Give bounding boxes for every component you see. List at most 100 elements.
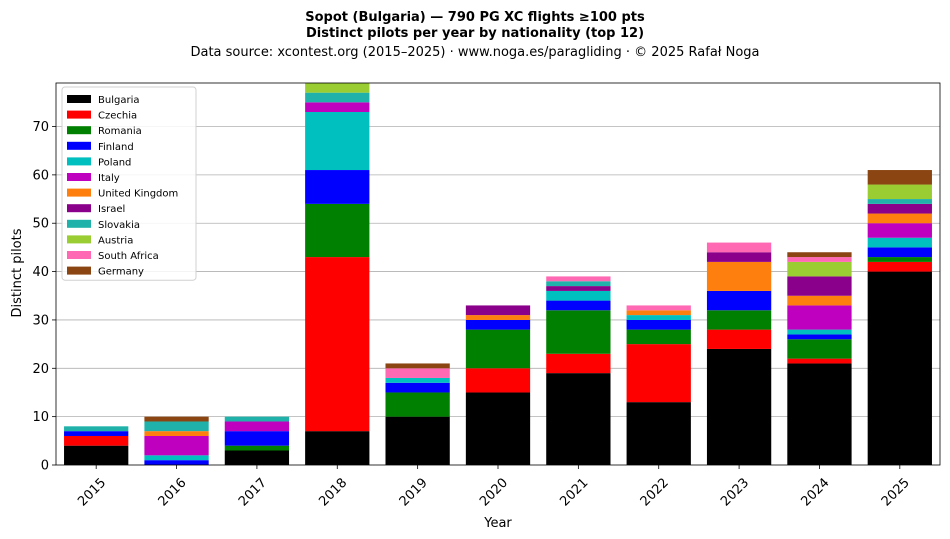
chart-subtitle: Data source: xcontest.org (2015–2025) · … (190, 45, 759, 60)
bar-segment (224, 431, 290, 446)
bar-segment (787, 257, 852, 262)
bar-segment (385, 392, 450, 417)
bar-segment (706, 310, 772, 330)
bar-segment (867, 170, 932, 185)
bar-segment (706, 252, 772, 262)
y-tick-label: 20 (32, 362, 49, 377)
legend-entry: Czechia (98, 111, 137, 122)
legend-swatch (67, 126, 91, 135)
bar-segment (626, 305, 691, 311)
bar-segment (224, 416, 290, 422)
legend-swatch (67, 110, 91, 119)
bar-segment (706, 329, 772, 349)
legend-swatch (67, 141, 91, 150)
bar-segment (787, 305, 852, 330)
legend-entry: Slovakia (98, 220, 140, 231)
x-tick-label: 2016 (156, 475, 190, 509)
bar-segment (385, 416, 450, 465)
legend-entry: Bulgaria (98, 95, 139, 106)
bar-segment (144, 460, 209, 465)
bar-segment (465, 329, 531, 369)
bar-segment (867, 237, 932, 248)
legend-swatch (67, 95, 91, 103)
legend-swatch (67, 188, 91, 197)
legend-swatch (67, 173, 91, 181)
bar-segment (787, 334, 852, 340)
bar-segment (144, 416, 209, 422)
bar-segment (867, 257, 932, 262)
y-tick-label: 50 (32, 217, 49, 232)
bar-segment (626, 310, 691, 316)
bar-segment (465, 315, 531, 320)
bar-segment (144, 431, 209, 436)
legend-swatch (67, 204, 91, 213)
bar-segment (546, 373, 611, 465)
legend-swatch (67, 266, 91, 275)
bar-segment (626, 344, 691, 403)
y-tick-label: 70 (32, 120, 49, 135)
y-tick-label: 60 (32, 168, 49, 183)
bar-segment (787, 261, 852, 277)
legend-entry: Romania (98, 126, 142, 137)
bar-segment (626, 329, 691, 345)
legend-entry: Germany (98, 267, 144, 278)
bar-segment (546, 276, 611, 282)
bar-segment (64, 445, 129, 465)
legend-entry: Finland (98, 142, 134, 153)
bar-segment (867, 271, 932, 465)
bar-segment (867, 184, 932, 200)
bar-segment (224, 421, 290, 432)
legend-entry: Austria (98, 235, 133, 246)
y-tick-label: 0 (41, 459, 49, 474)
bar-segment (64, 426, 129, 432)
y-tick-label: 30 (32, 313, 49, 328)
x-tick-label: 2018 (316, 475, 350, 509)
bar-segment (465, 319, 531, 330)
bar-segment (305, 112, 370, 171)
legend-swatch (67, 219, 91, 228)
y-tick-label: 10 (32, 410, 49, 425)
bars (64, 83, 932, 465)
x-tick-label: 2015 (75, 475, 109, 509)
bar-segment (305, 170, 370, 204)
bar-segment (144, 455, 209, 461)
bar-segment (465, 368, 531, 393)
legend-swatch (67, 251, 91, 259)
bar-segment (867, 247, 932, 258)
bar-segment (144, 421, 209, 432)
bar-segment (706, 348, 772, 465)
legend-swatch (67, 235, 91, 244)
x-tick-label: 2022 (638, 475, 672, 509)
bar-segment (626, 319, 691, 330)
bar-segment (867, 213, 932, 224)
legend-entry: Israel (98, 204, 125, 215)
bar-segment (706, 290, 772, 311)
bar-segment (867, 199, 932, 204)
bar-segment (385, 363, 450, 369)
bar-segment (787, 358, 852, 364)
x-tick-label: 2020 (477, 475, 511, 509)
bar-segment (144, 435, 209, 456)
bar-segment (385, 377, 450, 383)
bar-segment (546, 286, 611, 291)
bar-segment (626, 315, 691, 320)
bar-segment (706, 242, 772, 253)
bar-segment (787, 339, 852, 359)
bar-segment (224, 445, 290, 451)
y-tick-label: 40 (32, 265, 49, 280)
x-tick-label: 2024 (798, 475, 832, 509)
bar-segment (546, 310, 611, 354)
bar-segment (867, 223, 932, 238)
bar-segment (787, 295, 852, 306)
bar-segment (867, 203, 932, 214)
bar-segment (305, 83, 370, 93)
bar-segment (305, 257, 370, 432)
bar-segment (385, 368, 450, 378)
legend-box (61, 86, 197, 281)
bar-segment (787, 363, 852, 465)
bar-segment (224, 450, 290, 465)
bar-segment (706, 261, 772, 291)
legend-entry: Poland (98, 157, 131, 168)
x-tick-label: 2021 (557, 475, 591, 509)
